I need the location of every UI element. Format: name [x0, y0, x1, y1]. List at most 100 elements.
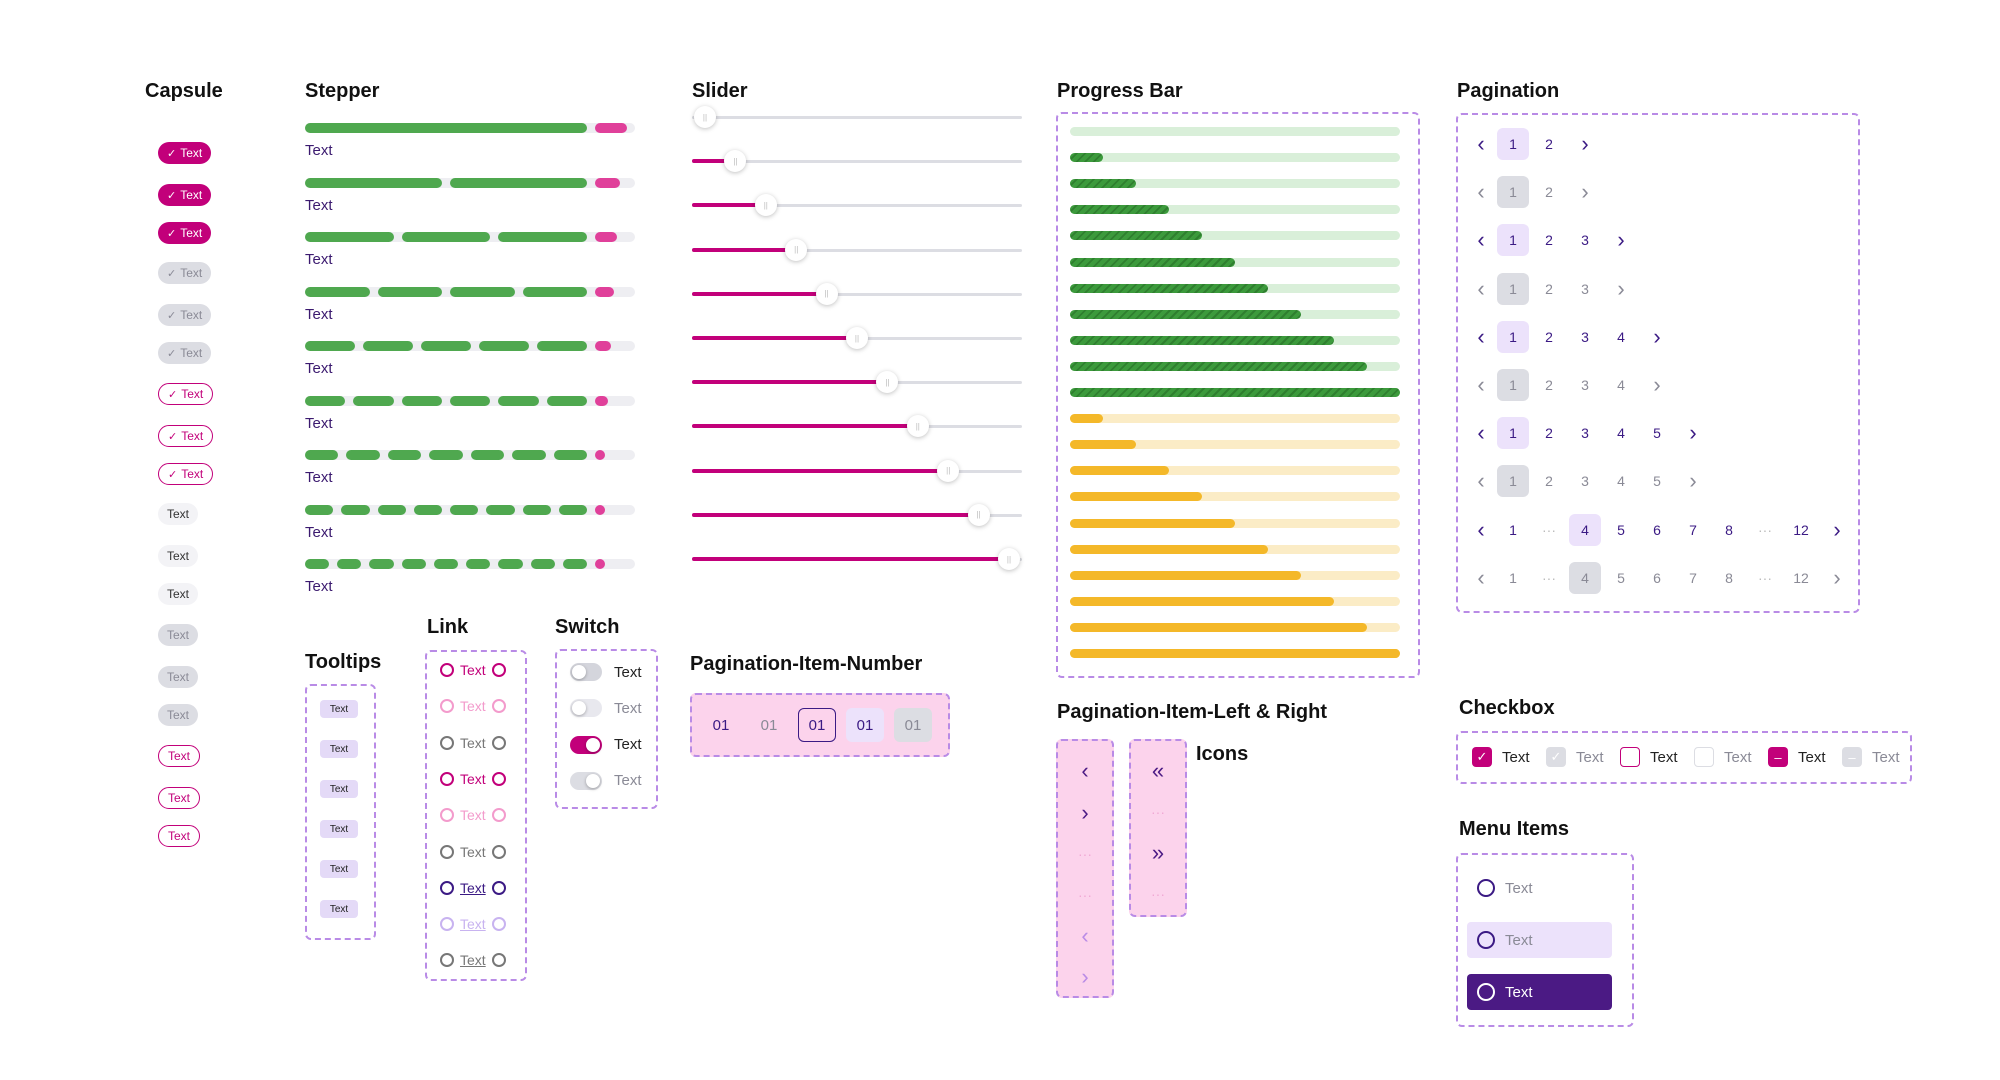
pagination-prev-chevron-left-icon[interactable]: ‹ — [1477, 131, 1485, 156]
pagination-page[interactable]: 2 — [1545, 377, 1553, 393]
pagination-page[interactable]: 5 — [1617, 521, 1625, 538]
menu-item[interactable]: Text — [1467, 922, 1612, 958]
pagination-page[interactable]: 1 — [1497, 128, 1529, 160]
link[interactable]: Text — [440, 916, 506, 932]
pagination-page[interactable]: 1 — [1497, 320, 1529, 353]
checkbox-box[interactable] — [1694, 747, 1714, 767]
pagination-page[interactable]: 2 — [1545, 136, 1553, 152]
link[interactable]: Text — [440, 662, 506, 678]
pagination-page[interactable]: 3 — [1581, 425, 1589, 442]
switch[interactable]: Text — [570, 699, 642, 718]
capsule-chip[interactable]: ✓ Text — [158, 304, 212, 326]
pagination-page[interactable]: 7 — [1689, 569, 1697, 586]
switch-track[interactable] — [570, 663, 602, 681]
capsule-chip[interactable]: ✓ Text — [158, 383, 214, 405]
pagination-page[interactable]: 2 — [1545, 328, 1553, 345]
pagination-page[interactable]: 3 — [1581, 328, 1589, 345]
chevron-left-icon[interactable]: ‹ — [1081, 923, 1089, 948]
capsule-chip[interactable]: ✓ Text — [158, 222, 212, 244]
pagination-page[interactable]: 1 — [1497, 369, 1529, 401]
checkbox-box[interactable]: ✓ — [1472, 747, 1492, 767]
pagination-page[interactable]: 2 — [1545, 184, 1553, 201]
checkbox-box[interactable]: – — [1768, 747, 1788, 767]
checkbox[interactable]: – Text — [1842, 747, 1900, 767]
pagination-page[interactable]: 4 — [1617, 377, 1625, 393]
slider-thumb[interactable]: || — [785, 238, 808, 261]
slider-thumb[interactable]: || — [937, 459, 960, 482]
capsule-chip[interactable]: Text — [158, 624, 199, 646]
slider-thumb[interactable]: || — [906, 415, 929, 438]
chevron-left-icon[interactable]: ‹ — [1081, 758, 1089, 783]
capsule-chip[interactable]: ✓ Text — [158, 184, 212, 206]
pagination-page[interactable]: 2 — [1545, 473, 1553, 490]
pagination-page[interactable]: 4 — [1617, 328, 1625, 345]
pagination-prev-chevron-left-icon[interactable]: ‹ — [1477, 372, 1485, 397]
slider-thumb[interactable]: || — [967, 503, 990, 526]
pagination-next-chevron-right-icon[interactable]: › — [1653, 372, 1661, 397]
link-label[interactable]: Text — [460, 879, 486, 896]
pagination-page[interactable]: 1 — [1497, 272, 1529, 305]
link-label[interactable]: Text — [460, 734, 486, 751]
pagination-page[interactable]: 12 — [1793, 521, 1809, 538]
pagination-prev-chevron-left-icon[interactable]: ‹ — [1477, 323, 1485, 349]
capsule-chip[interactable]: ✓ Text — [158, 463, 214, 485]
double-chevron-left-icon[interactable]: « — [1151, 758, 1165, 783]
link-label[interactable]: Text — [460, 843, 486, 860]
capsule-chip[interactable]: Text — [158, 666, 199, 688]
slider-thumb[interactable]: || — [846, 327, 868, 349]
switch-track[interactable] — [570, 699, 602, 718]
capsule-chip[interactable]: ✓ Text — [158, 425, 214, 447]
pagination-prev-chevron-left-icon[interactable]: ‹ — [1477, 275, 1485, 301]
slider-thumb[interactable]: || — [876, 371, 899, 394]
link[interactable]: Text — [440, 844, 506, 860]
pagination-prev-chevron-left-icon[interactable]: ‹ — [1477, 420, 1485, 446]
pagination-page[interactable]: 1 — [1509, 569, 1517, 586]
capsule-chip[interactable]: Text — [158, 825, 201, 847]
checkbox[interactable]: Text — [1694, 747, 1752, 767]
pagination-page[interactable]: 4 — [1617, 425, 1625, 442]
switch[interactable]: Text — [570, 771, 642, 790]
pagination-page[interactable]: 2 — [1545, 232, 1553, 249]
menu-item[interactable]: Text — [1467, 974, 1612, 1010]
capsule-chip[interactable]: ✓ Text — [158, 342, 212, 364]
slider-thumb[interactable]: || — [815, 282, 838, 305]
slider[interactable]: || — [692, 459, 1022, 483]
slider[interactable]: || — [692, 282, 1022, 306]
pagination-page[interactable]: 4 — [1569, 561, 1601, 594]
link[interactable]: Text — [440, 807, 506, 823]
slider[interactable]: || — [692, 370, 1022, 394]
link[interactable]: Text — [440, 698, 506, 714]
slider-thumb[interactable]: || — [998, 548, 1020, 570]
pagination-page[interactable]: 7 — [1689, 521, 1697, 538]
capsule-chip[interactable]: ✓ Text — [158, 262, 212, 284]
link-label[interactable]: Text — [460, 662, 486, 678]
chevron-right-icon[interactable]: › — [1081, 964, 1089, 989]
pagination-page[interactable]: 6 — [1653, 521, 1661, 538]
pagination-next-chevron-right-icon[interactable]: › — [1689, 420, 1697, 446]
slider-thumb[interactable]: || — [724, 150, 747, 173]
pagination-item-number[interactable]: 01 — [846, 708, 884, 742]
pagination-next-chevron-right-icon[interactable]: › — [1833, 564, 1841, 590]
switch[interactable]: Text — [570, 663, 642, 681]
pagination-prev-chevron-left-icon[interactable]: ‹ — [1477, 468, 1485, 494]
pagination-next-chevron-right-icon[interactable]: › — [1581, 131, 1589, 156]
pagination-page[interactable]: 5 — [1653, 473, 1661, 490]
slider[interactable]: || — [692, 414, 1022, 438]
menu-item[interactable]: Text — [1467, 870, 1612, 906]
link-label[interactable]: Text — [460, 916, 486, 933]
slider-thumb[interactable]: || — [754, 194, 777, 217]
link[interactable]: Text — [440, 952, 506, 968]
link[interactable]: Text — [440, 735, 506, 751]
checkbox[interactable]: Text — [1620, 747, 1678, 767]
checkbox[interactable]: – Text — [1768, 747, 1826, 767]
pagination-page[interactable]: 4 — [1569, 513, 1601, 546]
pagination-page[interactable]: 2 — [1545, 425, 1553, 442]
switch-track[interactable] — [570, 771, 602, 790]
link-label[interactable]: Text — [460, 952, 486, 969]
pagination-page[interactable]: 1 — [1497, 417, 1529, 450]
pagination-page[interactable]: 3 — [1581, 232, 1589, 249]
pagination-page[interactable]: 8 — [1725, 569, 1733, 586]
capsule-chip[interactable]: Text — [158, 704, 199, 726]
pagination-next-chevron-right-icon[interactable]: › — [1581, 179, 1589, 205]
chevron-right-icon[interactable]: › — [1081, 800, 1089, 825]
